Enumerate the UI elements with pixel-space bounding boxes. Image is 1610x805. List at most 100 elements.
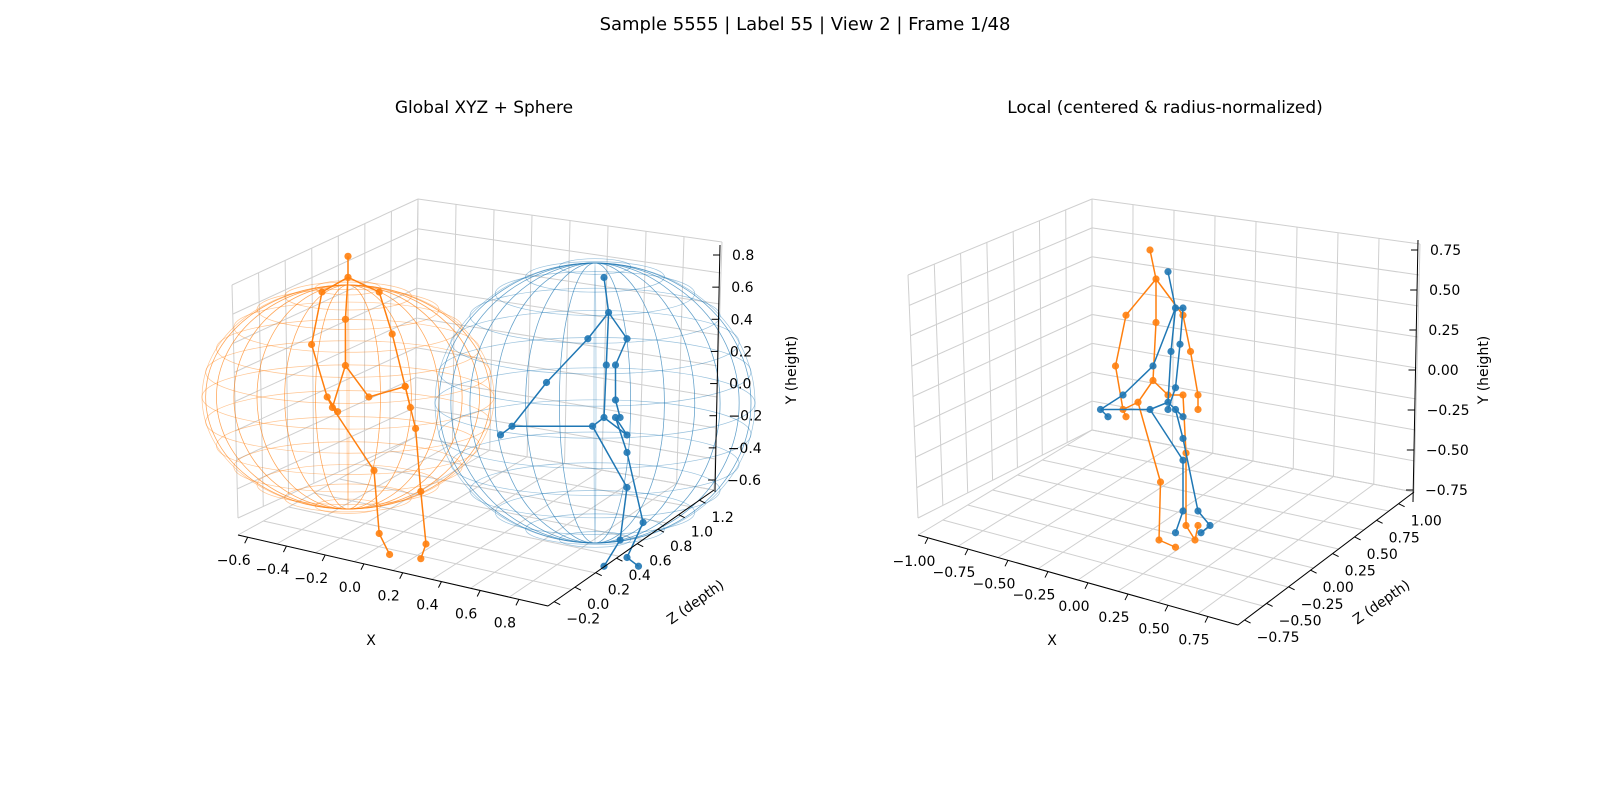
joint-point [1104, 413, 1112, 421]
joint-point [1171, 543, 1180, 551]
joint-point [308, 340, 316, 349]
grid-line [231, 198, 419, 286]
x-tick-label: 0.8 [494, 615, 516, 631]
grid-line [912, 314, 1093, 397]
z-tick-mark [1376, 519, 1383, 524]
grid-line [915, 371, 1093, 458]
grid-line [236, 377, 416, 461]
axes3d-grid-global [231, 198, 723, 607]
x-tick-label: −0.75 [933, 565, 976, 581]
grid-line [263, 520, 572, 590]
panel-local: Local (centered & radius-normalized) −1.… [893, 98, 1492, 649]
zlabel-global: Z (depth) [664, 577, 727, 628]
joint-point [323, 393, 331, 401]
x-tick-label: 0.6 [455, 606, 477, 622]
skeleton-bone [1152, 322, 1157, 381]
sphere-parallel [525, 513, 665, 545]
grid-line [414, 436, 715, 491]
x-tick-label: 0.50 [1138, 621, 1169, 637]
z-tick-mark [1332, 553, 1339, 557]
skeleton-bone [1125, 278, 1157, 316]
grid-line [416, 317, 719, 367]
x-tick-mark [244, 536, 249, 544]
joint-point [600, 413, 608, 422]
skeleton-bone [607, 312, 628, 340]
x-tick-mark [399, 572, 404, 579]
y-tick-label: 0.2 [730, 344, 752, 360]
skeleton-bone [368, 385, 406, 398]
skeleton-bone [378, 291, 393, 335]
z-tick-label: 0.50 [1367, 547, 1398, 563]
y-tick-label: 0.75 [1430, 243, 1461, 259]
z-tick-label: 0.8 [670, 539, 692, 555]
joint-point [623, 448, 631, 457]
y-tick-label: 0.8 [732, 248, 754, 264]
sphere-meridian [469, 262, 721, 544]
sphere-meridian [525, 262, 665, 544]
z-tick-label: −0.50 [1279, 613, 1322, 629]
z-tick-label: −0.25 [1301, 597, 1344, 613]
z-tick-mark [699, 499, 706, 504]
grid-line [1017, 474, 1339, 550]
z-tick-mark [637, 543, 644, 548]
grid-line [415, 406, 716, 460]
joint-point [1176, 340, 1184, 348]
joint-point [584, 335, 592, 343]
joint-point [1146, 405, 1154, 414]
joint-point [1134, 398, 1142, 406]
sphere-parallel [205, 340, 491, 404]
joint-point [417, 555, 425, 563]
skeleton-bone [1174, 409, 1184, 439]
grid-line [909, 227, 1093, 306]
skeleton-bone [1167, 271, 1177, 309]
sphere-parallel [434, 367, 756, 439]
skeleton-bone [603, 539, 621, 567]
joint-point [1122, 311, 1130, 319]
skeleton-bone [614, 338, 628, 366]
joint-point [1206, 521, 1214, 530]
skeleton-bone [603, 364, 608, 418]
x-tick-mark [515, 599, 520, 606]
grid-line [1091, 256, 1419, 307]
joint-point [1167, 347, 1175, 356]
skeleton-bone [1174, 510, 1184, 533]
joint-point [1152, 275, 1160, 283]
skeleton-bone [1182, 438, 1199, 512]
z-axis-line [547, 489, 715, 607]
sphere-parallel [205, 390, 491, 454]
skeleton-bone [1167, 351, 1172, 403]
joint-point [401, 382, 409, 391]
z-tick-mark [574, 586, 582, 591]
joint-point [611, 396, 620, 404]
skeleton-bone [591, 425, 628, 488]
joint-point [1194, 405, 1202, 414]
grid-line [235, 347, 417, 432]
x-tick-mark [1204, 616, 1209, 623]
grid-line [914, 342, 1093, 428]
joint-point [386, 550, 394, 559]
joint-point [1194, 391, 1202, 399]
joint-point [1096, 405, 1105, 414]
skeleton-bone [626, 522, 644, 558]
skeleton-bone [1170, 307, 1177, 352]
sphere-parallel [494, 490, 696, 535]
z-tick-mark [1310, 569, 1317, 574]
grid-line [234, 317, 417, 402]
joint-point [370, 466, 378, 475]
grid-line [1091, 285, 1418, 338]
axes3d-grid-local [907, 198, 1421, 626]
joint-point [1179, 391, 1187, 399]
z-tick-label: 0.75 [1389, 530, 1420, 546]
grid-line [237, 436, 416, 519]
x-axis-line [237, 534, 549, 607]
skeleton-bone [614, 417, 628, 453]
grid-line [389, 450, 691, 508]
skeleton-bone [1182, 315, 1192, 352]
joint-point [344, 252, 352, 260]
grid-line [942, 519, 1264, 607]
joint-point [605, 308, 613, 317]
sphere-meridian [438, 262, 752, 544]
grid-line [276, 443, 453, 545]
skeleton-bone [1122, 365, 1154, 396]
sphere-meridian [559, 262, 631, 544]
